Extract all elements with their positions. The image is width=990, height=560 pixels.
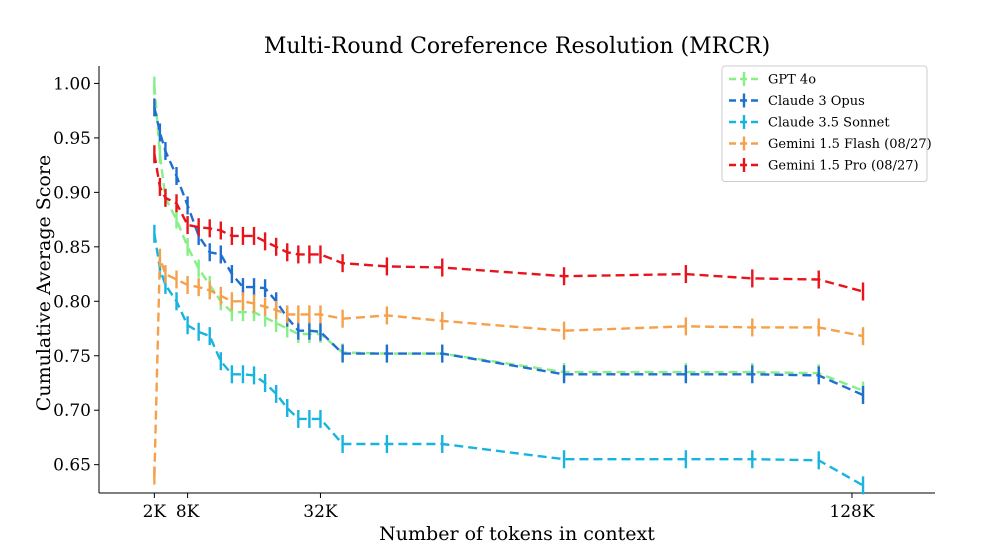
legend-item: GPT 4o — [729, 72, 816, 88]
series-claude-3-5-sonnet — [153, 224, 865, 495]
chart-title: Multi-Round Coreference Resolution (MRCR… — [264, 34, 770, 59]
legend-item: Claude 3.5 Sonnet — [729, 115, 890, 131]
y-tick-label: 1.00 — [53, 74, 91, 94]
legend-label: Claude 3.5 Sonnet — [768, 116, 890, 131]
legend-label: Claude 3 Opus — [768, 94, 865, 109]
y-tick-label: 0.65 — [53, 456, 91, 476]
legend: GPT 4o Claude 3 Opus Claude 3.5 Sonnet Gemi… — [721, 65, 932, 182]
y-tick-label: 0.95 — [53, 129, 91, 149]
y-tick-label: 0.85 — [53, 238, 91, 258]
x-tick-label: 32K — [303, 502, 338, 522]
legend-label: Gemini 1.5 Flash (08/27) — [768, 137, 932, 152]
series-layer — [153, 76, 865, 495]
y-tick-label: 0.75 — [53, 347, 91, 367]
series-gemini-1-5-flash-08-27- — [153, 248, 865, 485]
legend-label: GPT 4o — [768, 73, 816, 88]
x-tick-label: 2K — [143, 502, 167, 522]
y-tick-label: 0.90 — [53, 183, 91, 203]
legend-item: Gemini 1.5 Flash (08/27) — [729, 136, 932, 152]
series-gemini-1-5-pro-08-27- — [153, 145, 865, 301]
y-tick-label: 0.70 — [53, 401, 91, 421]
legend-item: Claude 3 Opus — [729, 93, 865, 109]
legend-label: Gemini 1.5 Pro (08/27) — [768, 159, 919, 174]
x-axis-label: Number of tokens in context — [379, 523, 655, 545]
legend-item: Gemini 1.5 Pro (08/27) — [729, 158, 919, 174]
y-axis-label: Cumulative Average Score — [33, 155, 55, 411]
legend-frame — [721, 65, 928, 182]
x-tick-label: 8K — [176, 502, 200, 522]
x-tick-label: 128K — [829, 502, 874, 522]
y-tick-label: 0.80 — [53, 292, 91, 312]
series-line — [153, 257, 864, 476]
axes: 0.65 0.70 0.75 0.80 0.85 0.90 0.95 1.00 2K 8K 32K 1… — [53, 66, 935, 522]
